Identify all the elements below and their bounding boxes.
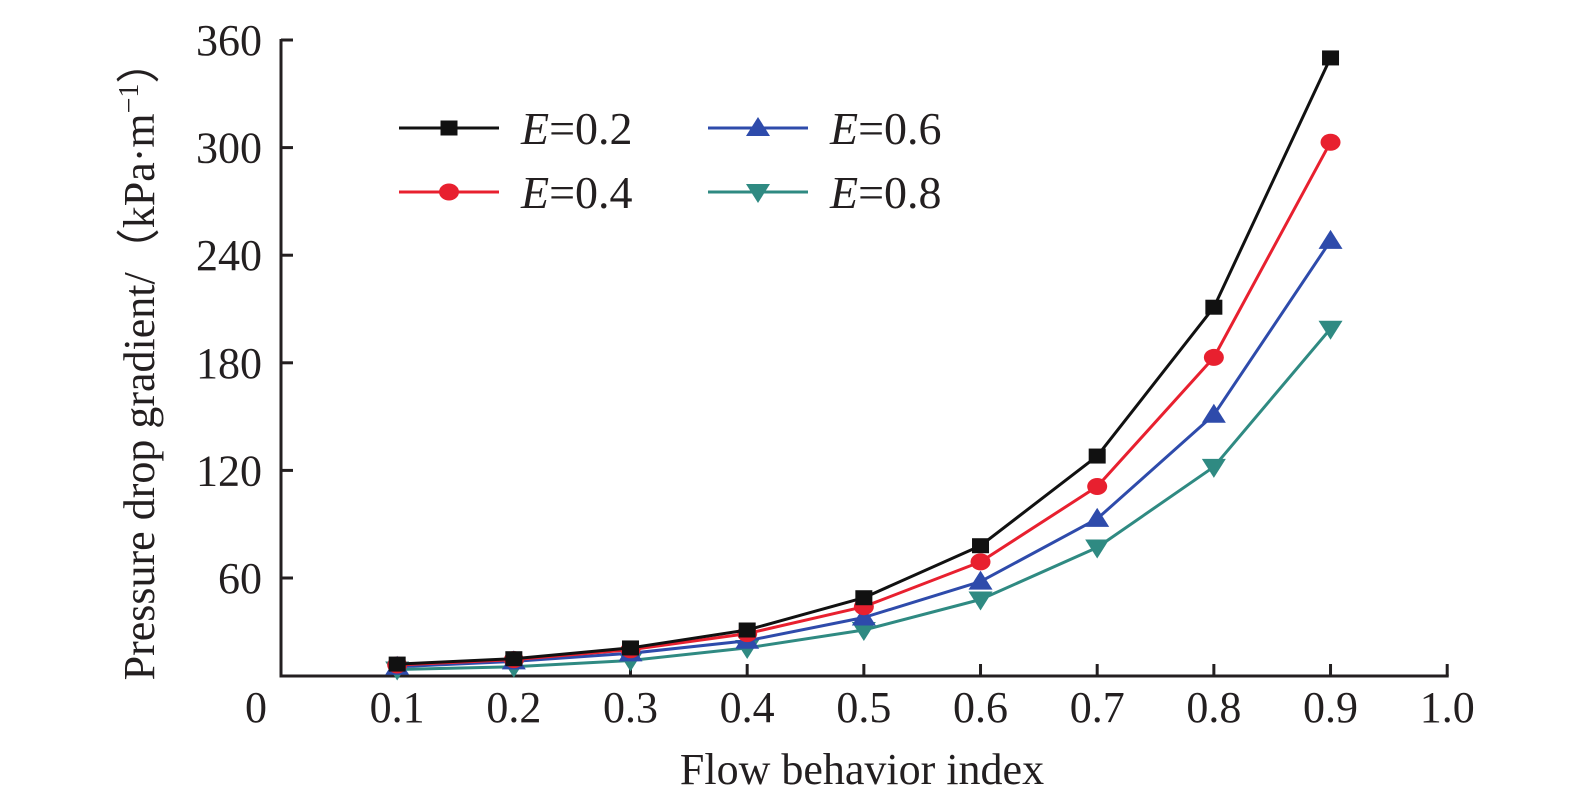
y-tick-label: 360 bbox=[196, 16, 262, 65]
data-point bbox=[1201, 403, 1226, 423]
data-point bbox=[851, 622, 876, 642]
legend-label: E=0.2 bbox=[520, 103, 633, 154]
series-E-0_2 bbox=[388, 50, 1340, 672]
legend-label-variable: E bbox=[829, 167, 858, 218]
x-tick-label: 0.3 bbox=[603, 683, 658, 732]
y-tick-label: 60 bbox=[218, 554, 262, 603]
legend: E=0.2E=0.4E=0.6E=0.8 bbox=[399, 103, 942, 218]
legend-item: E=0.4 bbox=[399, 167, 633, 218]
legend-label-value: =0.2 bbox=[549, 103, 632, 154]
legend-label-value: =0.8 bbox=[858, 167, 941, 218]
x-tick-label: 0.9 bbox=[1303, 683, 1358, 732]
legend-item: E=0.8 bbox=[708, 167, 942, 218]
data-point bbox=[1201, 458, 1226, 478]
origin-label: 0 bbox=[245, 683, 267, 732]
y-tick-label: 240 bbox=[196, 231, 262, 280]
legend-label-variable: E bbox=[829, 103, 858, 154]
series-line bbox=[397, 141, 1332, 667]
data-point bbox=[388, 656, 406, 672]
data-point bbox=[1318, 320, 1343, 340]
legend-marker bbox=[746, 117, 770, 136]
data-point bbox=[1203, 348, 1224, 366]
data-point bbox=[505, 651, 523, 667]
x-tick-label: 0.2 bbox=[486, 683, 541, 732]
x-tick-label: 0.1 bbox=[370, 683, 425, 732]
data-point bbox=[1085, 539, 1110, 559]
x-tick-label: 0.4 bbox=[720, 683, 775, 732]
y-axis-title-end: ） bbox=[115, 40, 164, 84]
y-axis-title-superscript: −1 bbox=[114, 84, 145, 114]
series-layer bbox=[385, 50, 1343, 681]
data-point bbox=[1085, 507, 1110, 527]
data-point bbox=[1205, 299, 1223, 315]
y-tick-label: 300 bbox=[196, 124, 262, 173]
legend-label: E=0.8 bbox=[829, 167, 942, 218]
legend-label-variable: E bbox=[520, 167, 549, 218]
x-axis-title: Flow behavior index bbox=[680, 745, 1044, 794]
legend-item: E=0.2 bbox=[399, 103, 633, 154]
data-point bbox=[1088, 448, 1106, 464]
x-tick-label: 0.5 bbox=[836, 683, 891, 732]
legend-marker bbox=[746, 184, 770, 203]
data-point bbox=[1322, 50, 1340, 66]
x-tick-label: 0.7 bbox=[1070, 683, 1125, 732]
y-axis-title-main: Pressure drop gradient/（kPa·m bbox=[115, 113, 164, 680]
legend-label: E=0.4 bbox=[520, 167, 633, 218]
x-tick-label: 1.0 bbox=[1420, 683, 1475, 732]
data-point bbox=[851, 606, 876, 626]
data-point bbox=[968, 570, 993, 590]
axes: 60 120 180 240 300 360 0.1 0.2 0.3 0.4 0.5 0.6 0.7 0.… bbox=[196, 16, 1475, 732]
legend-marker bbox=[440, 120, 458, 136]
data-point bbox=[738, 622, 756, 638]
legend-label-value: =0.4 bbox=[549, 167, 632, 218]
data-point bbox=[970, 553, 991, 571]
data-point bbox=[855, 590, 873, 606]
y-axis-title: Pressure drop gradient/（kPa·m−1） bbox=[114, 40, 164, 681]
y-tick-label: 120 bbox=[196, 446, 262, 495]
legend-item: E=0.6 bbox=[708, 103, 942, 154]
data-point bbox=[1320, 133, 1341, 151]
x-tick-label: 0.8 bbox=[1186, 683, 1241, 732]
legend-marker bbox=[439, 183, 459, 201]
data-point bbox=[1318, 229, 1343, 249]
y-tick-label: 180 bbox=[196, 339, 262, 388]
x-tick-label: 0.6 bbox=[953, 683, 1008, 732]
legend-label-variable: E bbox=[520, 103, 549, 154]
data-point bbox=[968, 591, 993, 611]
data-point bbox=[972, 538, 990, 554]
legend-label-value: =0.6 bbox=[858, 103, 941, 154]
legend-label: E=0.6 bbox=[829, 103, 942, 154]
data-point bbox=[1087, 478, 1108, 496]
data-point bbox=[622, 640, 640, 656]
